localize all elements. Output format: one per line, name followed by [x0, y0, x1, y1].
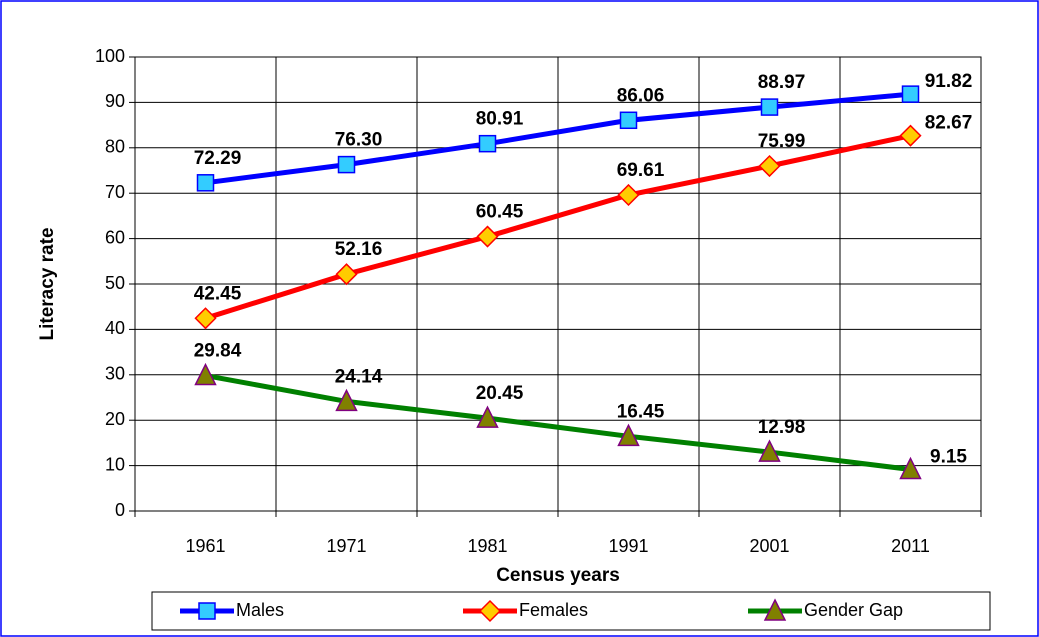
- marker: [901, 85, 920, 103]
- data-label: 75.99: [758, 131, 806, 152]
- marker: [478, 134, 497, 153]
- legend-label: Males: [236, 600, 284, 620]
- marker: [760, 98, 779, 116]
- y-tick-label: 60: [105, 227, 125, 247]
- marker: [337, 155, 356, 174]
- data-label: 9.15: [930, 446, 967, 467]
- marker: [196, 174, 215, 192]
- y-tick-label: 50: [105, 273, 125, 293]
- y-tick-label: 0: [115, 500, 125, 520]
- y-axis-label: Literacy rate: [37, 227, 58, 340]
- y-tick-label: 80: [105, 137, 125, 157]
- y-tick-label: 90: [105, 91, 125, 111]
- y-tick-label: 40: [105, 318, 125, 338]
- x-tick-label: 2001: [749, 536, 789, 556]
- marker: [617, 183, 640, 207]
- x-axis-label: Census years: [496, 565, 620, 586]
- marker: [335, 263, 358, 286]
- line: [205, 91, 911, 186]
- data-label: 72.29: [194, 148, 242, 169]
- data-label: 88.97: [758, 72, 806, 93]
- marker: [758, 439, 781, 462]
- data-label: 91.82: [925, 71, 973, 92]
- y-tick-label: 100: [95, 46, 125, 66]
- marker: [476, 225, 499, 248]
- data-label: 82.67: [925, 113, 973, 134]
- data-label: 80.91: [476, 109, 524, 130]
- data-label: 29.84: [194, 341, 242, 362]
- legend-label: Females: [519, 600, 588, 620]
- data-label: 69.61: [617, 160, 665, 181]
- y-tick-label: 30: [105, 364, 125, 384]
- data-label: 42.45: [194, 283, 242, 304]
- marker: [899, 456, 922, 480]
- x-tick-label: 2011: [891, 536, 930, 556]
- data-label: 16.45: [617, 401, 665, 422]
- data-label: 52.16: [335, 239, 383, 260]
- marker: [194, 307, 217, 330]
- y-tick-label: 10: [105, 454, 125, 474]
- data-label: 24.14: [335, 366, 383, 387]
- marker: [763, 598, 787, 621]
- marker: [758, 154, 781, 178]
- data-label: 20.45: [476, 383, 524, 404]
- marker: [478, 599, 502, 623]
- x-tick-label: 1981: [467, 536, 507, 556]
- marker: [194, 362, 217, 386]
- x-tick-label: 1971: [326, 536, 366, 556]
- marker: [335, 388, 358, 412]
- x-tick-label: 1991: [608, 536, 648, 556]
- data-label: 12.98: [758, 417, 806, 438]
- marker: [198, 602, 216, 620]
- line: [205, 373, 911, 472]
- marker: [617, 423, 640, 447]
- data-label: 60.45: [476, 202, 524, 223]
- y-tick-label: 70: [105, 182, 125, 202]
- x-tick-label: 1961: [185, 536, 225, 556]
- marker: [619, 111, 638, 130]
- marker: [476, 405, 499, 428]
- marker: [899, 124, 922, 147]
- legend-label: Gender Gap: [804, 600, 903, 620]
- legend-box: [151, 591, 991, 631]
- data-label: 76.30: [335, 130, 383, 151]
- data-label: 86.06: [617, 85, 665, 106]
- y-tick-label: 20: [105, 409, 125, 429]
- line: [204, 133, 912, 321]
